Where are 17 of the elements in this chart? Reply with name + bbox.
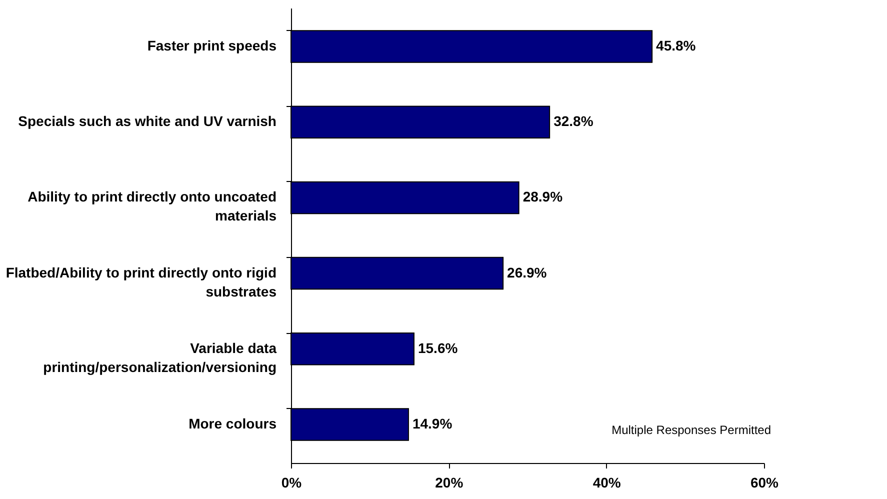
annotation: Multiple Responses Permitted — [612, 423, 771, 437]
y-tick-label: Variable data printing/personalization/versioning — [43, 340, 277, 375]
y-tick-label: Specials such as white and UV varnish — [18, 113, 276, 130]
y-tick-label: Flatbed/Ability to print directly onto rigid substrates — [6, 264, 277, 300]
data-label: 28.9% — [522, 188, 564, 205]
data-label: 15.6% — [418, 340, 458, 356]
x-tick-label: 0% — [281, 474, 302, 490]
data-label: 32.8% — [554, 113, 594, 130]
x-tick-label: 20% — [435, 474, 464, 490]
x-tick-label: 60% — [750, 474, 780, 490]
data-label: 45.8% — [656, 38, 696, 54]
y-tick-label: More colours — [188, 415, 277, 432]
x-tick-label: 40% — [592, 474, 622, 490]
data-label: 26.9% — [507, 264, 548, 280]
y-tick-label: Faster print speeds — [147, 38, 277, 54]
data-label: 14.9% — [412, 415, 453, 432]
y-tick-label: Ability to print directly onto uncoated materials — [28, 188, 277, 224]
